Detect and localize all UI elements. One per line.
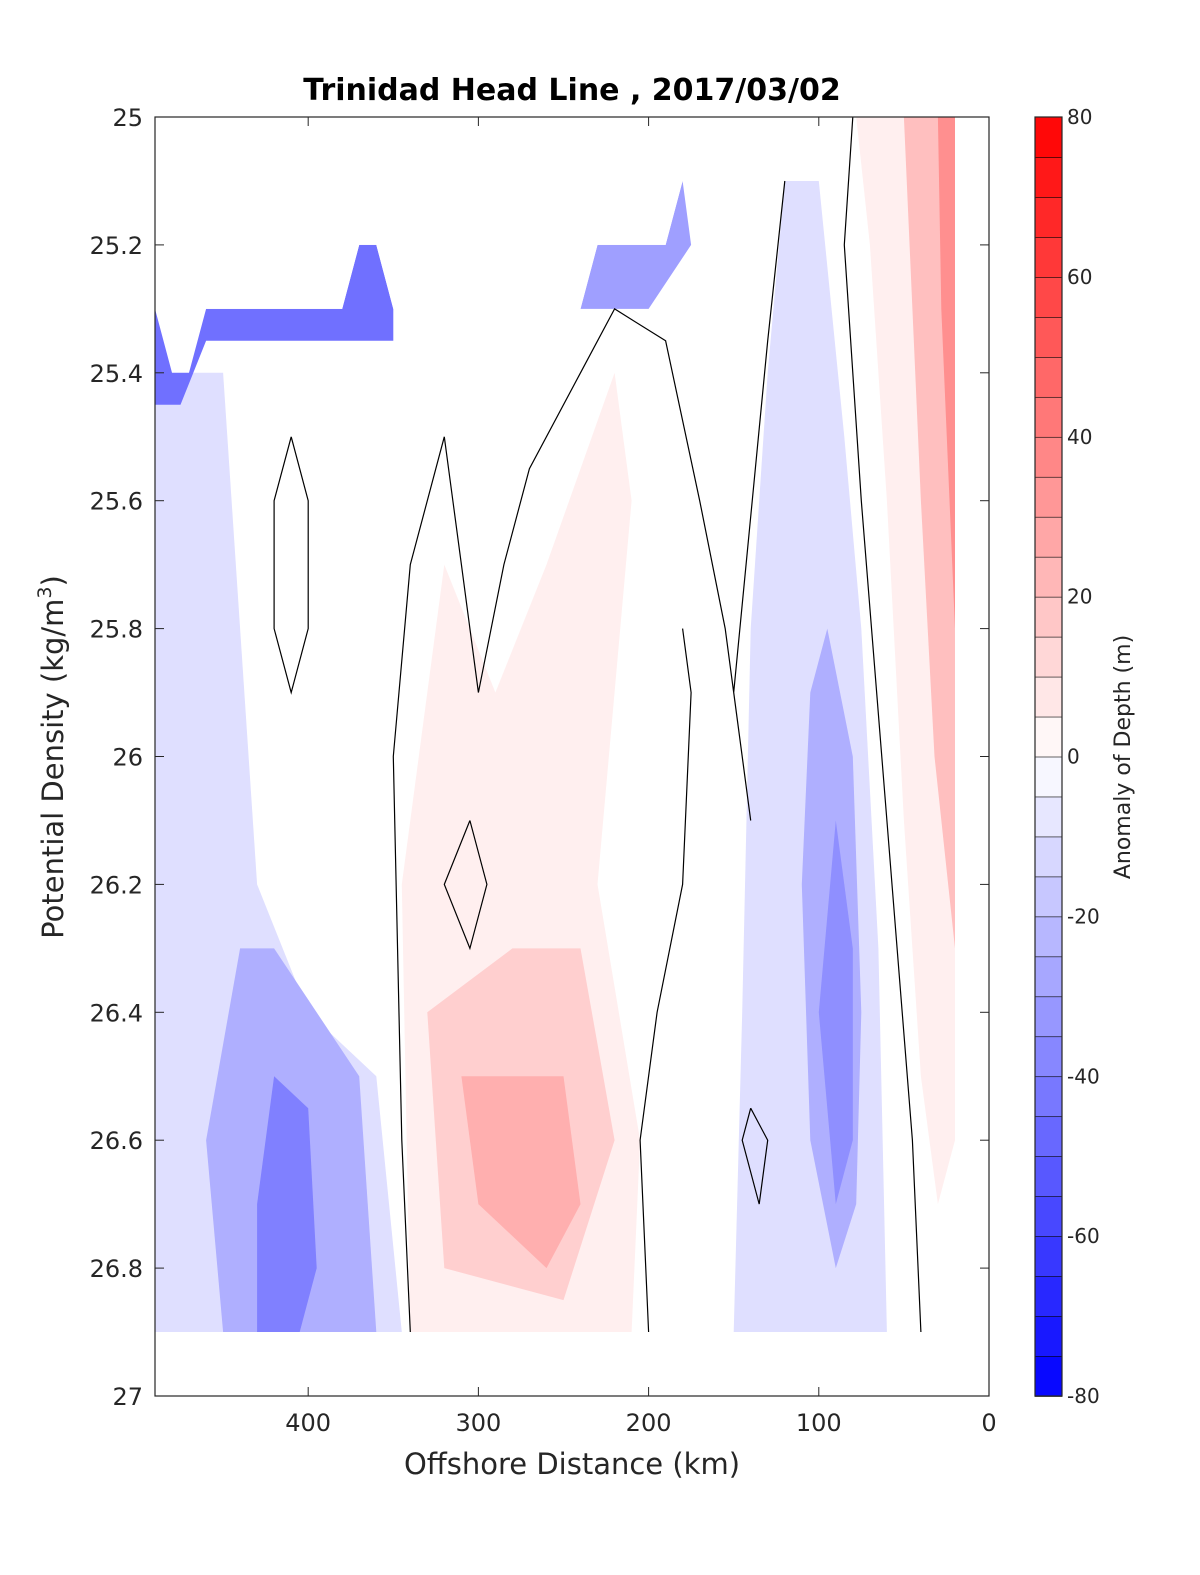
y-tick-label: 26.8 xyxy=(90,1255,143,1283)
colorbar-swatch xyxy=(1034,1235,1063,1277)
colorbar-swatch xyxy=(1034,716,1063,758)
coastal-closed-zero-contour xyxy=(741,1107,769,1205)
y-tick-label: 25.6 xyxy=(90,488,143,516)
colorbar-swatch xyxy=(1034,1115,1063,1157)
plot-frame xyxy=(154,116,990,1397)
colorbar-swatch xyxy=(1034,1075,1063,1118)
zero-contour-layer xyxy=(273,117,922,1333)
colorbar-swatch xyxy=(1034,756,1063,798)
chart-title: Trinidad Head Line , 2017/03/02 xyxy=(303,73,840,108)
x-ticks: 400 300 200 100 0 xyxy=(285,117,997,1437)
colorbar-swatch xyxy=(1034,476,1063,518)
colorbar-swatch xyxy=(1034,1155,1063,1197)
y-tick-label: 25.4 xyxy=(90,360,143,388)
colorbar-swatch xyxy=(1034,916,1063,958)
no-data-region-bottom xyxy=(155,1332,989,1396)
y-axis-label: Potential Density (kg/m3) xyxy=(34,575,70,939)
plot-area: 400 300 200 100 0 25 25.2 25.4 25.6 25.8 26 26.2 26… xyxy=(90,104,997,1437)
colorbar-tick-label: -20 xyxy=(1067,904,1100,928)
colorbar-swatch xyxy=(1034,876,1063,918)
y-ticks: 25 25.2 25.4 25.6 25.8 26 26.2 26.4 26.6 26.8 27 xyxy=(90,104,989,1411)
colorbar-label: Anomaly of Depth (m) xyxy=(1111,635,1136,879)
anomaly-region-nearshore-positive-core xyxy=(937,117,955,629)
colorbar-frame xyxy=(1034,116,1063,1397)
colorbar-swatches xyxy=(1034,116,1063,1397)
colorbar-swatch xyxy=(1034,676,1063,718)
colorbar-swatch xyxy=(1034,1275,1063,1317)
colorbar: 80 60 40 20 0 -20 -40 -60 -80 Anomaly of Depth (… xyxy=(1034,105,1136,1408)
y-axis-label-superscript: 3 xyxy=(34,586,56,598)
colorbar-swatch xyxy=(1034,1315,1063,1357)
x-tick-label: 400 xyxy=(285,1409,331,1437)
colorbar-tick-label: 60 xyxy=(1067,265,1092,289)
x-tick-label: 100 xyxy=(796,1409,842,1437)
y-tick-label: 25 xyxy=(112,104,143,132)
colorbar-swatch xyxy=(1034,196,1063,238)
colorbar-tick-label: -60 xyxy=(1067,1224,1100,1248)
colorbar-swatch xyxy=(1034,996,1063,1038)
y-tick-label: 26 xyxy=(112,744,143,772)
anomaly-region-offshore-negative-core xyxy=(257,1076,317,1332)
colorbar-tick-label: 80 xyxy=(1067,105,1092,129)
colorbar-swatch xyxy=(1034,516,1063,558)
colorbar-swatch xyxy=(1034,236,1063,278)
central-lower-zero-contour xyxy=(639,628,692,1333)
y-tick-label: 25.8 xyxy=(90,616,143,644)
offshore-closed-zero-contour xyxy=(273,436,309,695)
colorbar-swatch xyxy=(1034,356,1063,398)
no-data-region-coast xyxy=(955,117,989,1396)
colorbar-swatch xyxy=(1034,116,1063,158)
anomaly-region-coastal-negative-inner xyxy=(818,820,853,1205)
x-tick-label: 200 xyxy=(626,1409,672,1437)
central-closed-zero-contour xyxy=(443,820,488,951)
colorbar-swatch xyxy=(1034,316,1063,358)
colorbar-swatch xyxy=(1034,156,1063,198)
x-tick-label: 0 xyxy=(981,1409,996,1437)
colorbar-swatch xyxy=(1034,436,1063,478)
colorbar-swatch xyxy=(1034,796,1063,838)
anomaly-region-central-positive-core xyxy=(461,1076,581,1269)
nearshore-zero-contour xyxy=(843,117,922,1333)
anomaly-fill-layer xyxy=(155,117,955,1332)
anomaly-region-surface-negative-strip xyxy=(155,244,394,405)
y-tick-label: 26.4 xyxy=(90,999,143,1027)
colorbar-tick-label: -80 xyxy=(1067,1384,1100,1408)
western-zero-contour xyxy=(392,436,445,1333)
y-tick-label: 25.2 xyxy=(90,232,143,260)
colorbar-swatch xyxy=(1034,556,1063,598)
colorbar-ticks: 80 60 40 20 0 -20 -40 -60 -80 xyxy=(1067,105,1100,1408)
colorbar-tick-label: -40 xyxy=(1067,1064,1100,1088)
no-data-region-top xyxy=(155,117,989,373)
colorbar-swatch xyxy=(1034,276,1063,318)
colorbar-swatch xyxy=(1034,636,1063,678)
y-tick-label: 26.6 xyxy=(90,1127,143,1155)
colorbar-tick-label: 40 xyxy=(1067,425,1092,449)
colorbar-swatch xyxy=(1034,396,1063,438)
colorbar-swatch xyxy=(1034,956,1063,998)
y-tick-label: 27 xyxy=(112,1383,143,1411)
x-tick-label: 300 xyxy=(455,1409,501,1437)
x-axis-label: Offshore Distance (km) xyxy=(404,1447,740,1481)
colorbar-swatch xyxy=(1034,1355,1063,1397)
y-axis-label-main: Potential Density (kg/m xyxy=(36,599,70,939)
colorbar-swatch xyxy=(1034,1035,1063,1078)
colorbar-tick-label: 0 xyxy=(1067,745,1080,769)
colorbar-swatch xyxy=(1034,836,1063,878)
colorbar-swatch xyxy=(1034,596,1063,638)
data-mask-layer xyxy=(155,117,989,1396)
colorbar-tick-label: 20 xyxy=(1067,585,1092,609)
y-axis-label-tail: ) xyxy=(36,575,70,586)
anomaly-region-surface-negative-patch xyxy=(580,181,692,309)
central-zero-contour xyxy=(443,180,786,821)
colorbar-swatch xyxy=(1034,1195,1063,1237)
y-tick-label: 26.2 xyxy=(90,871,143,899)
